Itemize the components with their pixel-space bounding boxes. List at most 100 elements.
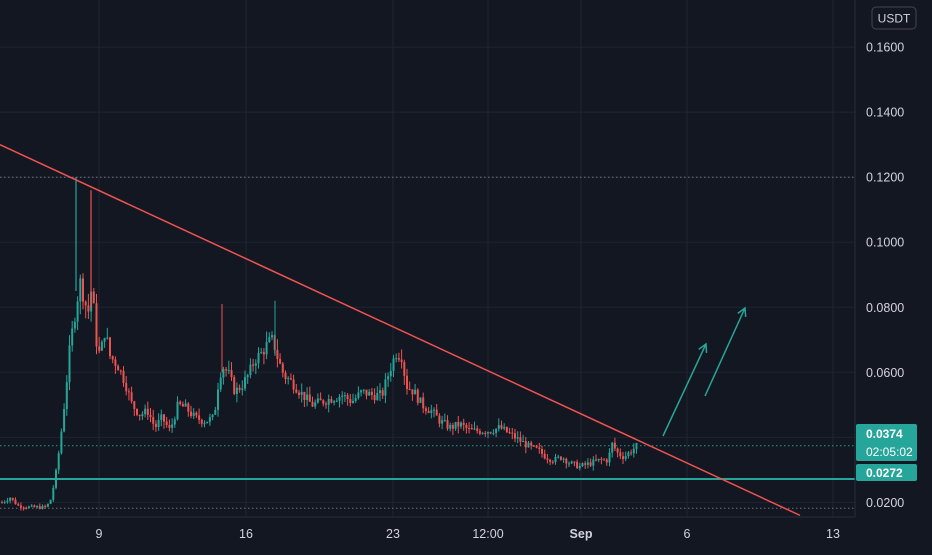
candle-body: [562, 458, 565, 460]
candle-body: [265, 341, 268, 355]
candle-body: [619, 452, 622, 457]
time-axis-ticks[interactable]: 9 16 23 12:00 Sep 6 13: [96, 527, 840, 541]
candle-body: [476, 428, 479, 432]
descending-trendline: [0, 144, 801, 517]
candle-body: [514, 433, 516, 439]
candle-body: [295, 389, 298, 393]
candle-body: [316, 398, 319, 403]
candle-body: [568, 463, 570, 465]
dotted-levels: [0, 176, 855, 509]
candle-body: [230, 370, 233, 378]
candle-body: [114, 359, 117, 366]
candle-body: [589, 462, 592, 466]
candle-body: [300, 391, 303, 395]
candle-body: [462, 422, 465, 426]
candle-body: [303, 391, 306, 400]
candle-body: [154, 423, 157, 428]
candle-body: [435, 409, 438, 416]
candle-body: [173, 419, 176, 425]
candle-body: [49, 499, 52, 504]
candle-body: [335, 400, 338, 402]
candle-body: [125, 383, 128, 392]
candle-body: [195, 412, 198, 416]
candle-body: [395, 358, 398, 360]
support-price-value: 0.0272: [866, 466, 903, 480]
candle-body: [365, 389, 368, 396]
price-tick-label: 0.0600: [866, 366, 904, 380]
candle-body: [352, 400, 354, 403]
candle-body: [314, 402, 317, 407]
candle-body: [117, 365, 120, 371]
candle-body: [578, 466, 581, 469]
candle-body: [254, 363, 257, 366]
candle-body: [63, 409, 66, 432]
candle-body: [449, 425, 452, 429]
candle-body: [249, 364, 252, 376]
time-tick-label: 9: [96, 527, 103, 541]
support-price-label: 0.0272: [856, 464, 917, 481]
candle-body: [203, 423, 206, 425]
candle-body: [184, 403, 187, 407]
candle-body: [308, 394, 311, 402]
candle-body: [25, 507, 28, 509]
candle-body: [168, 425, 171, 428]
candle-body: [595, 459, 597, 461]
candle-body: [82, 278, 84, 302]
candle-body: [244, 377, 246, 389]
candle-body: [427, 411, 430, 413]
candle-body: [406, 375, 408, 389]
candle-body: [171, 424, 174, 428]
candle-body: [227, 370, 230, 372]
candle-body: [192, 412, 195, 416]
candle-body: [133, 401, 136, 409]
forecast-arrow-head: [698, 342, 708, 354]
price-tick-label: 0.1200: [866, 171, 904, 185]
candle-body: [19, 505, 22, 508]
candle-body: [468, 427, 471, 429]
candle-body: [79, 278, 82, 302]
candle-body: [554, 456, 557, 463]
currency-label: USDT: [878, 12, 911, 26]
time-tick-label: Sep: [570, 527, 593, 541]
price-tick-label: 0.0800: [866, 301, 904, 315]
candle-body: [624, 456, 627, 459]
candle-body: [262, 352, 265, 355]
candle-body: [36, 506, 39, 508]
candle-body: [376, 392, 379, 401]
candle-body: [157, 420, 160, 428]
time-tick-label: 6: [684, 527, 691, 541]
candle-body: [497, 425, 500, 429]
candles: [1, 177, 638, 511]
candle-body: [100, 341, 103, 351]
candle-body: [495, 428, 498, 434]
candle-body: [111, 356, 114, 360]
candle-body: [538, 447, 541, 449]
candle-body: [535, 445, 538, 448]
candle-body: [505, 426, 508, 433]
candle-body: [349, 399, 352, 403]
price-tick-label: 0.1000: [866, 236, 904, 250]
candle-body: [52, 487, 55, 500]
candle-body: [451, 425, 454, 429]
candle-body: [546, 458, 549, 460]
candle-body: [343, 395, 346, 397]
candle-body: [368, 391, 371, 396]
candle-body: [584, 463, 587, 465]
candle-body: [508, 432, 511, 434]
candle-body: [522, 441, 525, 443]
candle-body: [438, 415, 441, 424]
candle-body: [354, 397, 357, 401]
candle-body: [298, 392, 300, 395]
candle-body: [119, 370, 122, 372]
candle-body: [163, 414, 165, 422]
currency-badge[interactable]: USDT: [871, 6, 917, 30]
candle-body: [484, 432, 487, 434]
candle-body: [57, 453, 60, 470]
candle-body: [460, 422, 462, 427]
candle-body: [6, 500, 9, 502]
candle-body: [630, 452, 633, 454]
candle-body: [430, 410, 433, 413]
